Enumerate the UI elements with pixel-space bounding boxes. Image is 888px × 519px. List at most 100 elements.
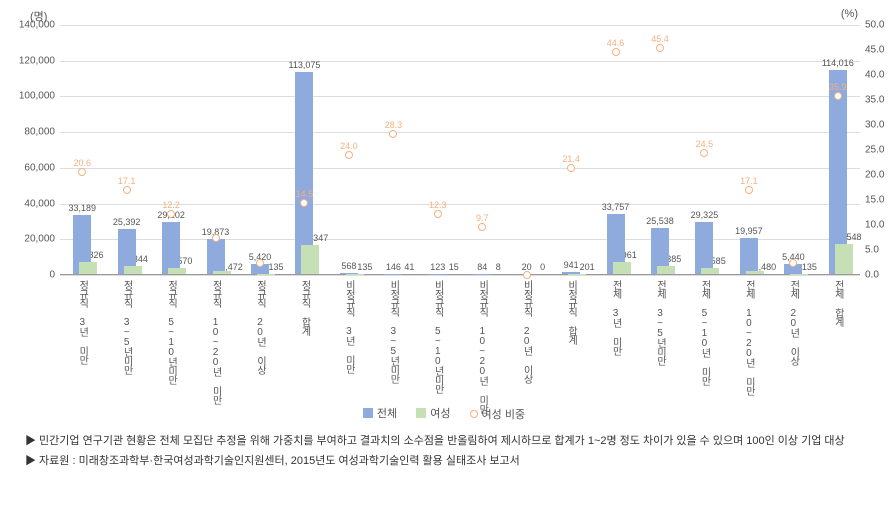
ratio-value: 9.7 xyxy=(476,213,489,223)
ytick-right: 45.0 xyxy=(865,45,888,56)
x-category-label: 비정규직 10~20년 미만 xyxy=(475,280,490,413)
bar-all-value: 84 xyxy=(477,262,487,272)
ratio-dot xyxy=(834,92,842,100)
x-category-label: 전체 5~10년 미만 xyxy=(697,280,712,385)
x-category-label: 전체 합계 xyxy=(830,280,845,326)
x-category-label: 비정규직 3년 미만 xyxy=(341,280,356,373)
ratio-dot xyxy=(656,44,664,52)
x-category-label: 정규직 20년 이상 xyxy=(253,280,268,374)
ytick-right: 0.0 xyxy=(865,270,888,281)
ratio-value: 21.4 xyxy=(562,154,580,164)
bar-women xyxy=(657,266,675,274)
ratio-dot xyxy=(300,199,308,207)
legend-all: 전체 xyxy=(363,405,397,421)
ytick-left: 0 xyxy=(10,270,55,281)
ytick-left: 40,000 xyxy=(10,198,55,209)
x-category-label: 정규직 10~20년 미만 xyxy=(208,280,223,404)
bar-women-value: 135 xyxy=(268,262,283,272)
ratio-value: 44.6 xyxy=(607,38,625,48)
ratio-dot xyxy=(389,130,397,138)
gridline xyxy=(60,25,860,26)
ytick-right: 20.0 xyxy=(865,170,888,181)
ratio-value: 35.9 xyxy=(829,82,847,92)
x-category-label: 전체 3년 미만 xyxy=(608,280,623,355)
bar-all-value: 941 xyxy=(564,260,579,270)
x-category-label: 정규직 합계 xyxy=(297,280,312,335)
gridline xyxy=(60,61,860,62)
ratio-value: 12.2 xyxy=(162,200,180,210)
bar-women xyxy=(835,244,853,274)
ratio-value: 12.3 xyxy=(429,200,447,210)
x-axis-labels: 정규직 3년 미만정규직 3~5년미만정규직 5~10년미만정규직 10~20년… xyxy=(60,280,860,380)
ytick-right: 50.0 xyxy=(865,20,888,31)
ytick-right: 5.0 xyxy=(865,245,888,256)
ratio-dot xyxy=(256,259,264,267)
ytick-right: 10.0 xyxy=(865,220,888,231)
ratio-value: 24.5 xyxy=(696,139,714,149)
footnote-1: ▶ 민간기업 연구기관 현황은 전체 모집단 추정을 위해 가중치를 부여하고 … xyxy=(25,432,863,452)
ratio-dot xyxy=(745,186,753,194)
bar-women xyxy=(301,245,319,274)
bar-all-value: 568 xyxy=(341,261,356,271)
bar-all-value: 19,957 xyxy=(735,226,763,236)
ytick-right: 15.0 xyxy=(865,195,888,206)
x-category-label: 비정규직 합계 xyxy=(564,280,579,344)
legend-all-label: 전체 xyxy=(377,405,397,421)
ytick-left: 60,000 xyxy=(10,162,55,173)
x-category-label: 정규직 5~10년미만 xyxy=(164,280,179,384)
ratio-value: 20.6 xyxy=(73,158,91,168)
ratio-dot xyxy=(345,151,353,159)
gridline xyxy=(60,132,860,133)
ytick-left: 120,000 xyxy=(10,55,55,66)
bar-women-value: 41 xyxy=(404,262,414,272)
ratio-dot xyxy=(78,168,86,176)
ytick-right: 25.0 xyxy=(865,145,888,156)
ratio-dot xyxy=(523,271,531,279)
bar-women xyxy=(213,271,231,274)
ratio-dot xyxy=(167,210,175,218)
legend-women-swatch xyxy=(416,408,426,418)
ratio-dot xyxy=(212,234,220,242)
ytick-left: 80,000 xyxy=(10,127,55,138)
bar-women-value: 0 xyxy=(540,262,545,272)
x-category-label: 비정규직 5~10년미만 xyxy=(430,280,445,393)
x-category-label: 전체 20년 이상 xyxy=(786,280,801,365)
bar-women-value: 135 xyxy=(357,262,372,272)
legend-all-swatch xyxy=(363,408,373,418)
x-category-label: 비정규직 20년 이상 xyxy=(519,280,534,383)
ytick-left: 20,000 xyxy=(10,234,55,245)
bar-all-value: 123 xyxy=(430,262,445,272)
footnotes: ▶ 민간기업 연구기관 현황은 전체 모집단 추정을 위해 가중치를 부여하고 … xyxy=(0,422,888,482)
bar-all-value: 25,392 xyxy=(113,217,141,227)
ratio-value: 28.3 xyxy=(385,120,403,130)
x-category-label: 전체 10~20년 미만 xyxy=(741,280,756,395)
bar-women-value: 201 xyxy=(580,262,595,272)
ytick-right: 30.0 xyxy=(865,120,888,131)
ytick-left: 100,000 xyxy=(10,91,55,102)
bar-all-value: 33,757 xyxy=(602,202,630,212)
ratio-value: 24.0 xyxy=(340,141,358,151)
ratio-value: 45.4 xyxy=(651,34,669,44)
ratio-value: 14.5 xyxy=(296,189,314,199)
legend-women: 여성 xyxy=(416,405,450,421)
x-category-label: 전체 3~5년미만 xyxy=(653,280,668,365)
ratio-dot xyxy=(434,210,442,218)
bar-women-value: 8 xyxy=(496,262,501,272)
bar-all-value: 113,075 xyxy=(289,60,321,70)
chart-container: (명) (%) 020,00040,00060,00080,000100,000… xyxy=(0,0,888,400)
ratio-dot xyxy=(789,259,797,267)
bar-all xyxy=(162,222,180,274)
bar-women xyxy=(613,262,631,274)
bar-all-value: 146 xyxy=(386,262,401,272)
bar-women xyxy=(124,266,142,274)
y-axis-right-label: (%) xyxy=(841,8,858,20)
bar-all xyxy=(740,238,758,274)
bar-women xyxy=(79,262,97,274)
gridline xyxy=(60,204,860,205)
ytick-right: 40.0 xyxy=(865,70,888,81)
bar-all xyxy=(295,72,313,274)
bar-women xyxy=(746,271,764,274)
x-category-label: 정규직 3년 미만 xyxy=(75,280,90,364)
bar-all-value: 29,325 xyxy=(691,210,719,220)
plot-area: 020,00040,00060,00080,000100,000120,0001… xyxy=(60,25,860,275)
